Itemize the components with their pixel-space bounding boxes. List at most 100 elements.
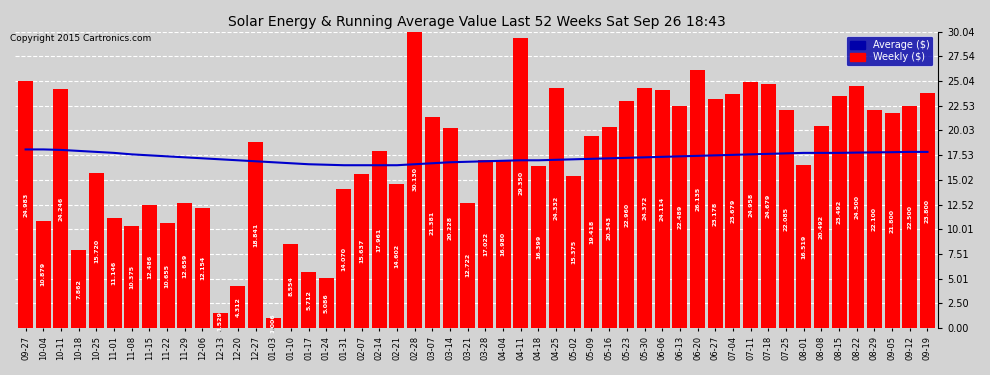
Bar [425, 117, 440, 328]
Bar [690, 70, 705, 328]
Bar [18, 81, 33, 328]
Text: 12.154: 12.154 [200, 256, 205, 280]
Text: 20.228: 20.228 [447, 216, 452, 240]
Text: 10.879: 10.879 [41, 262, 46, 286]
Bar [867, 110, 882, 328]
Text: 1.529: 1.529 [218, 310, 223, 330]
Bar [89, 173, 104, 328]
Bar [814, 126, 829, 328]
Bar [902, 106, 918, 328]
Bar [849, 86, 864, 328]
Text: 21.800: 21.800 [890, 209, 895, 232]
Bar [407, 31, 422, 328]
Text: 12.659: 12.659 [182, 254, 187, 278]
Bar [124, 226, 140, 328]
Bar [177, 203, 192, 328]
Bar [602, 127, 617, 328]
Text: 12.486: 12.486 [147, 254, 151, 279]
Text: 4.312: 4.312 [236, 297, 241, 317]
Bar [832, 96, 846, 328]
Bar [231, 285, 246, 328]
Text: 22.500: 22.500 [907, 205, 913, 229]
Text: 19.418: 19.418 [589, 220, 594, 245]
Bar [672, 106, 687, 328]
Bar [443, 128, 457, 328]
Text: 24.372: 24.372 [643, 196, 647, 220]
Text: 23.679: 23.679 [731, 199, 736, 223]
Bar [389, 184, 405, 328]
Text: 14.070: 14.070 [342, 247, 346, 271]
Text: 21.381: 21.381 [430, 210, 435, 235]
Bar [726, 94, 741, 328]
Bar [743, 82, 758, 328]
Text: 10.655: 10.655 [164, 264, 169, 288]
Text: 11.146: 11.146 [112, 261, 117, 285]
Text: 22.960: 22.960 [625, 203, 630, 227]
Bar [778, 110, 794, 328]
Text: 12.722: 12.722 [465, 253, 470, 278]
Bar [531, 166, 545, 328]
Bar [159, 223, 174, 328]
Text: 24.958: 24.958 [748, 193, 753, 217]
Bar [53, 89, 68, 328]
Bar [107, 218, 122, 328]
Bar [496, 160, 511, 328]
Text: 22.085: 22.085 [783, 207, 788, 231]
Text: 23.800: 23.800 [925, 199, 930, 223]
Text: 29.350: 29.350 [518, 171, 524, 195]
Text: 16.519: 16.519 [801, 234, 806, 259]
Bar [637, 87, 652, 328]
Bar [620, 102, 635, 328]
Text: 15.637: 15.637 [359, 239, 364, 263]
Bar [460, 202, 475, 328]
Bar [548, 88, 563, 328]
Bar [761, 84, 776, 328]
Text: 23.178: 23.178 [713, 202, 718, 226]
Text: 24.332: 24.332 [553, 196, 558, 220]
Text: 7.862: 7.862 [76, 279, 81, 299]
Text: 17.022: 17.022 [483, 232, 488, 256]
Text: 1.006: 1.006 [270, 314, 275, 333]
Text: 22.489: 22.489 [677, 205, 682, 229]
Text: 24.246: 24.246 [58, 196, 63, 220]
Text: 26.135: 26.135 [695, 187, 700, 211]
Text: 24.983: 24.983 [23, 193, 28, 217]
Text: 24.114: 24.114 [659, 197, 664, 221]
Bar [142, 205, 156, 328]
Text: 10.375: 10.375 [130, 265, 135, 289]
Bar [478, 160, 493, 328]
Text: 20.492: 20.492 [819, 215, 824, 239]
Bar [213, 313, 228, 328]
Text: 16.980: 16.980 [501, 232, 506, 256]
Text: 8.554: 8.554 [288, 276, 293, 296]
Text: 22.100: 22.100 [872, 207, 877, 231]
Bar [372, 151, 387, 328]
Text: 24.500: 24.500 [854, 195, 859, 219]
Text: 18.841: 18.841 [253, 223, 258, 247]
Text: 15.720: 15.720 [94, 238, 99, 262]
Bar [354, 174, 369, 328]
Bar [36, 221, 50, 328]
Text: 5.086: 5.086 [324, 293, 329, 313]
Bar [885, 113, 900, 328]
Bar [301, 272, 316, 328]
Bar [513, 38, 529, 328]
Text: 23.492: 23.492 [837, 200, 842, 224]
Bar [248, 142, 263, 328]
Bar [920, 93, 935, 328]
Text: 17.961: 17.961 [377, 227, 382, 252]
Bar [337, 189, 351, 328]
Text: 24.679: 24.679 [766, 194, 771, 218]
Bar [283, 244, 298, 328]
Legend: Average ($), Weekly ($): Average ($), Weekly ($) [846, 36, 934, 66]
Text: Copyright 2015 Cartronics.com: Copyright 2015 Cartronics.com [10, 34, 151, 43]
Bar [71, 251, 86, 328]
Text: 15.375: 15.375 [571, 240, 576, 264]
Bar [319, 278, 334, 328]
Bar [265, 318, 281, 328]
Text: 14.602: 14.602 [394, 244, 400, 268]
Text: 20.343: 20.343 [607, 216, 612, 240]
Bar [654, 90, 670, 328]
Text: 5.712: 5.712 [306, 290, 311, 310]
Bar [708, 99, 723, 328]
